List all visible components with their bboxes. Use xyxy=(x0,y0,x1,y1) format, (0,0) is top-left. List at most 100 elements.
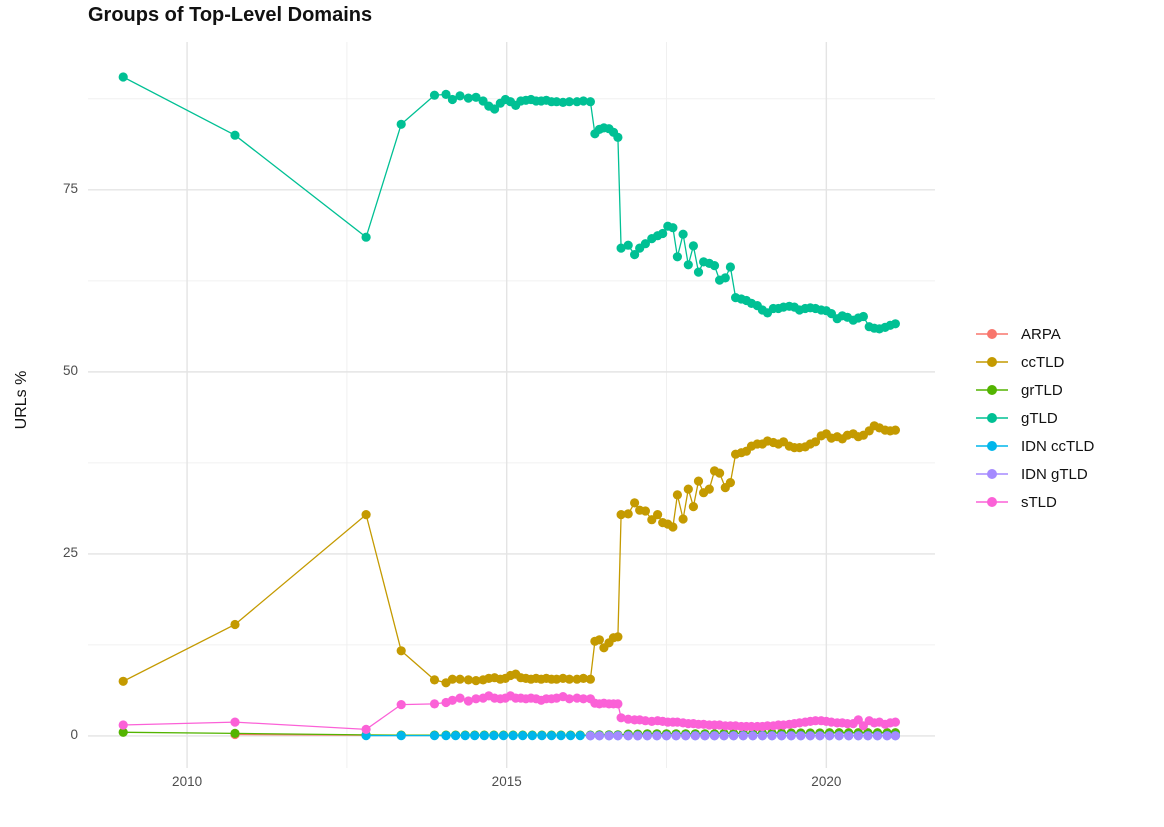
data-point xyxy=(796,731,806,741)
data-point xyxy=(361,724,371,735)
data-point xyxy=(642,731,652,741)
data-point xyxy=(578,694,589,704)
data-point xyxy=(863,731,873,741)
data-point xyxy=(604,731,614,741)
data-point xyxy=(455,91,465,101)
data-point xyxy=(463,93,473,103)
data-point xyxy=(661,731,672,741)
y-tick-label: 25 xyxy=(62,544,78,560)
data-point xyxy=(688,502,699,512)
data-point xyxy=(640,506,651,516)
data-point xyxy=(672,490,683,500)
legend-key-icon xyxy=(976,357,1008,367)
data-point xyxy=(429,675,440,685)
data-point xyxy=(709,731,720,741)
data-point xyxy=(230,728,240,739)
data-point xyxy=(729,731,739,741)
data-point xyxy=(564,694,575,704)
data-point xyxy=(429,90,440,100)
data-point xyxy=(890,731,901,741)
data-point xyxy=(834,731,844,741)
data-point xyxy=(447,94,457,105)
data-point xyxy=(230,619,240,630)
data-point xyxy=(118,720,128,730)
data-point xyxy=(118,72,128,82)
data-point xyxy=(490,104,500,114)
y-tick-label: 75 xyxy=(62,180,78,196)
data-point xyxy=(578,673,589,684)
data-point xyxy=(455,693,465,703)
data-point xyxy=(396,646,406,656)
data-point xyxy=(463,696,473,706)
series-line xyxy=(122,76,896,330)
x-tick-label: 2020 xyxy=(811,774,842,789)
data-point xyxy=(678,229,688,239)
data-point xyxy=(396,119,406,129)
data-point xyxy=(671,731,681,741)
data-point xyxy=(715,468,725,478)
legend-key-icon xyxy=(976,385,1008,395)
legend-item-cctld: ccTLD xyxy=(975,348,1094,376)
data-point xyxy=(757,731,768,741)
data-point xyxy=(748,731,758,741)
data-point xyxy=(479,731,489,741)
data-point xyxy=(777,731,787,741)
data-point xyxy=(890,319,901,329)
data-point xyxy=(630,250,640,260)
y-tick-label: 0 xyxy=(70,726,78,742)
data-point xyxy=(630,498,640,508)
series-idn-gtld xyxy=(585,731,901,741)
data-point xyxy=(690,731,700,741)
data-point xyxy=(688,241,699,251)
data-point xyxy=(537,731,547,741)
data-point xyxy=(585,97,596,107)
data-point xyxy=(693,267,704,277)
data-point xyxy=(652,731,662,741)
legend: ARPA ccTLD grTLD gTLD IDN ccTLD IDN gTLD sTLD xyxy=(975,320,1094,516)
data-point xyxy=(613,699,623,709)
data-point xyxy=(441,731,451,741)
data-point xyxy=(470,731,480,741)
data-point xyxy=(890,425,901,435)
data-point xyxy=(616,243,626,253)
data-point xyxy=(575,731,585,741)
legend-key-icon xyxy=(976,497,1008,507)
data-point xyxy=(853,731,863,741)
x-tick-label: 2015 xyxy=(491,774,522,789)
data-point xyxy=(767,731,777,741)
data-point xyxy=(578,96,589,106)
data-point xyxy=(616,509,626,520)
data-point xyxy=(640,239,651,249)
x-tick-label: 2010 xyxy=(172,774,203,789)
data-point xyxy=(118,676,128,686)
data-point xyxy=(594,731,605,741)
data-point xyxy=(738,731,748,741)
data-point xyxy=(683,484,693,494)
legend-label: grTLD xyxy=(1021,381,1063,399)
data-point xyxy=(613,731,623,741)
data-point xyxy=(623,509,633,519)
data-point xyxy=(858,311,869,322)
data-point xyxy=(396,731,406,741)
legend-label: IDN ccTLD xyxy=(1021,437,1095,455)
data-point xyxy=(118,727,128,737)
data-point xyxy=(564,97,575,107)
data-point xyxy=(725,478,736,488)
data-point xyxy=(455,674,465,684)
chart-title: Groups of Top-Level Domains xyxy=(88,4,373,26)
data-point xyxy=(556,731,566,741)
legend-key-icon xyxy=(976,413,1008,423)
data-point xyxy=(700,731,710,741)
data-point xyxy=(230,130,240,140)
data-point xyxy=(451,731,461,741)
data-point xyxy=(564,674,575,684)
data-point xyxy=(890,717,901,727)
data-point xyxy=(463,675,473,685)
legend-label: IDN gTLD xyxy=(1021,465,1088,483)
data-point xyxy=(566,731,576,741)
data-point xyxy=(786,731,796,741)
data-point xyxy=(720,273,730,283)
data-point xyxy=(471,92,481,102)
data-point xyxy=(613,132,623,142)
